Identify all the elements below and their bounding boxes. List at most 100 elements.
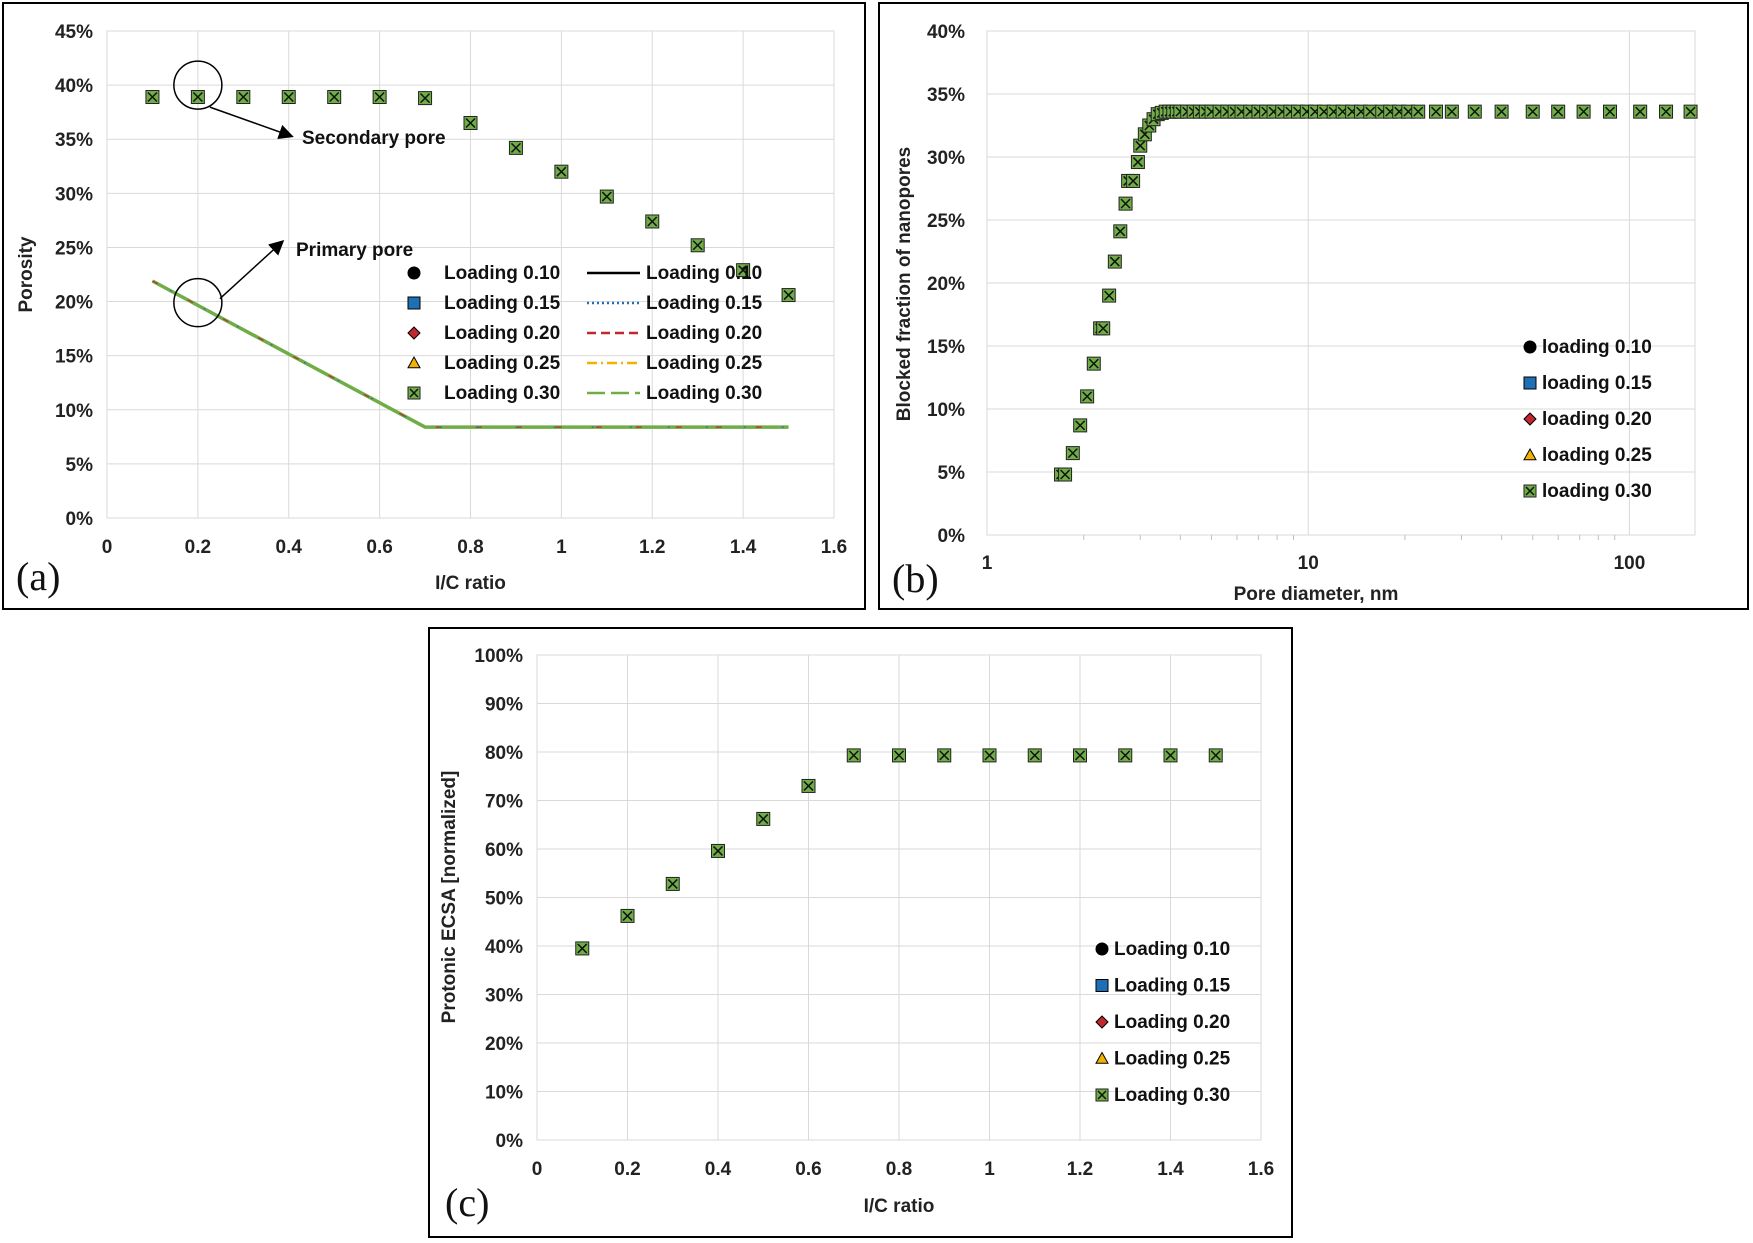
- x-axis-label: Pore diameter, nm: [1234, 584, 1399, 605]
- y-tick-label: 20%: [55, 293, 93, 314]
- marker-cross: [329, 91, 340, 103]
- marker-cross: [803, 780, 814, 791]
- data-point: [463, 115, 478, 130]
- legend-marker: [407, 296, 421, 310]
- y-tick-label: 60%: [485, 840, 523, 861]
- marker-cross: [192, 91, 203, 103]
- y-tick-label: 90%: [485, 695, 523, 716]
- data-point: [1113, 224, 1128, 239]
- data-point: [665, 876, 680, 891]
- data-point: [1126, 173, 1141, 188]
- x-tick-label: 100: [1614, 553, 1646, 574]
- data-point: [1118, 196, 1133, 211]
- marker-cross: [1525, 486, 1535, 496]
- chart-panel-a: 0% 5% 10% 15% 20% 25% 30% 35% 40% 45% 0 0.2 0.4 0.6 0.…: [2, 2, 866, 610]
- marker-cross: [1104, 290, 1115, 301]
- legend-label: Loading 0.15: [646, 293, 763, 314]
- chart-panel-c: 0% 10% 20% 30% 40% 50% 60% 70% 80% 90% 100% 0 0.2 0.4…: [428, 627, 1293, 1238]
- data-point: [1659, 104, 1674, 119]
- marker-cross: [238, 91, 249, 103]
- legend-marker: [1523, 340, 1537, 354]
- data-point: [1429, 104, 1444, 119]
- y-tick-label: 25%: [927, 211, 965, 232]
- x-tick-label: 0.8: [886, 1159, 912, 1180]
- data-point: [1363, 104, 1378, 119]
- secondary-pore-circle: [173, 60, 223, 110]
- data-point: [575, 941, 590, 956]
- data-point: [645, 214, 660, 229]
- data-point: [1073, 748, 1087, 763]
- marker-cross: [601, 191, 612, 202]
- y-tick-label: 0%: [496, 1131, 524, 1152]
- marker-cross: [1074, 750, 1086, 761]
- marker-cross: [1098, 323, 1109, 334]
- marker-cross: [893, 750, 905, 761]
- marker-cross: [283, 91, 294, 103]
- y-tick-label: 10%: [927, 400, 965, 421]
- y-tick-label: 10%: [55, 401, 93, 422]
- y-tick-label: 0%: [66, 509, 94, 530]
- marker-cross: [1067, 448, 1078, 459]
- marker-cross: [1431, 106, 1442, 117]
- legend-marker: [1095, 1088, 1109, 1102]
- y-tick-label: 25%: [55, 238, 93, 259]
- legend-label: Loading 0.25: [444, 353, 561, 374]
- x-tick-label: 0: [102, 537, 113, 558]
- marker-cross: [465, 117, 476, 129]
- marker-cross: [1097, 1090, 1107, 1100]
- data-point: [1107, 254, 1122, 269]
- x-tick-label: 0.6: [795, 1159, 821, 1180]
- x-tick-label: 10: [1298, 553, 1319, 574]
- legend: Loading 0.10 Loading 0.15 Loading 0.20 Load…: [1095, 939, 1231, 1106]
- data-point: [1411, 104, 1426, 119]
- y-tick-label: 15%: [927, 337, 965, 358]
- data-point: [1494, 104, 1509, 119]
- chart-a-svg: 0% 5% 10% 15% 20% 25% 30% 35% 40% 45% 0 0.2 0.4 0.6 0.…: [16, 22, 847, 599]
- data-point: [690, 238, 705, 253]
- data-point: [1086, 356, 1101, 371]
- primary-pore-label: Primary pore: [296, 240, 413, 261]
- data-point: [1208, 748, 1223, 763]
- legend-marker: [407, 386, 421, 400]
- data-point: [1444, 104, 1459, 119]
- data-point: [327, 90, 342, 105]
- x-tick-label: 1.2: [1067, 1159, 1093, 1180]
- legend-label: loading 0.10: [1542, 337, 1652, 358]
- marker-cross: [1075, 420, 1086, 431]
- legend-marker: [1095, 1015, 1109, 1029]
- legend-label: Loading 0.30: [1114, 1085, 1230, 1106]
- marker-cross: [1635, 106, 1646, 117]
- data-point: [1633, 104, 1648, 119]
- legend-label: Loading 0.30: [444, 383, 560, 404]
- data-point: [1027, 748, 1042, 763]
- marker-cross: [738, 265, 749, 276]
- y-tick-label: 35%: [55, 130, 93, 151]
- y-tick-label: 5%: [938, 463, 966, 484]
- x-tick-label: 0.8: [457, 537, 483, 558]
- legend-marker: [1523, 484, 1537, 498]
- data-point: [1525, 104, 1540, 119]
- data-point: [1163, 748, 1178, 763]
- secondary-pore-markers: [145, 90, 796, 303]
- legend-label: loading 0.30: [1542, 481, 1652, 502]
- data-point: [236, 90, 251, 105]
- marker-cross: [1496, 106, 1507, 117]
- data-point: [1073, 418, 1088, 433]
- data-point: [801, 778, 816, 793]
- y-tick-label: 30%: [927, 148, 965, 169]
- marker-cross: [1553, 106, 1564, 117]
- marker-cross: [1446, 106, 1457, 117]
- primary-pore-arrow: [219, 239, 285, 300]
- secondary-pore-arrow: [209, 106, 294, 140]
- data-point: [281, 90, 296, 105]
- y-tick-label: 40%: [485, 937, 523, 958]
- y-axis-label: Protonic ECSA [normalized]: [439, 771, 460, 1024]
- marker-cross: [1210, 750, 1221, 761]
- data-point: [711, 843, 725, 858]
- data-point: [736, 263, 751, 278]
- y-tick-label: 10%: [485, 1083, 523, 1104]
- data-point: [846, 748, 861, 763]
- marker-cross: [1469, 106, 1480, 117]
- data-point: [372, 90, 387, 105]
- chart-b-svg: 0% 5% 10% 15% 20% 25% 30% 35% 40% 1 10 100 Pore diam…: [892, 22, 1698, 605]
